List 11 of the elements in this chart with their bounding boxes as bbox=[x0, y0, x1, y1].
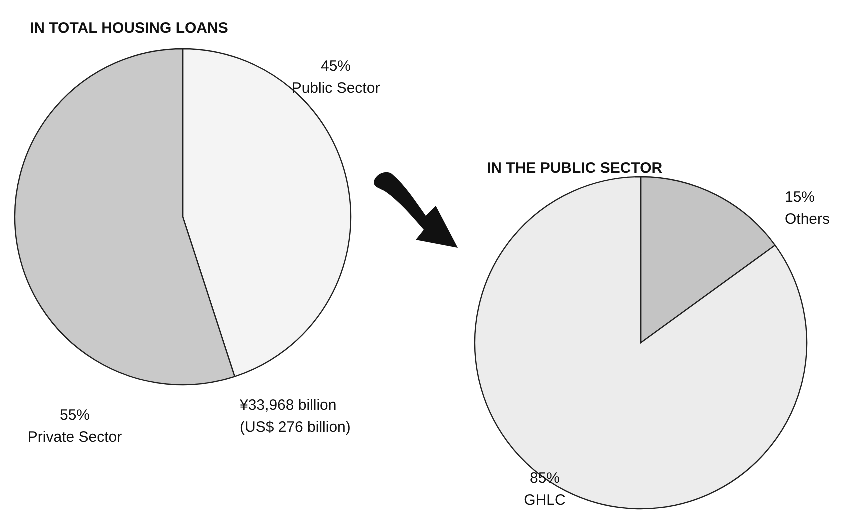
slice-label: GHLC bbox=[524, 492, 566, 509]
data-label: 55% bbox=[60, 407, 90, 424]
text: (US$ 276 billion) bbox=[240, 419, 351, 436]
slice-label: Public Sector bbox=[292, 80, 380, 97]
text: ¥33,968 billion bbox=[239, 397, 337, 414]
chart-title: IN THE PUBLIC SECTOR bbox=[487, 160, 663, 177]
slice-label: Others bbox=[785, 211, 830, 228]
data-label: 15% bbox=[785, 189, 816, 206]
data-label: 45% bbox=[320, 58, 352, 75]
chart-title: IN TOTAL HOUSING LOANS bbox=[30, 20, 228, 37]
slice-label: Private Sector bbox=[28, 429, 122, 446]
